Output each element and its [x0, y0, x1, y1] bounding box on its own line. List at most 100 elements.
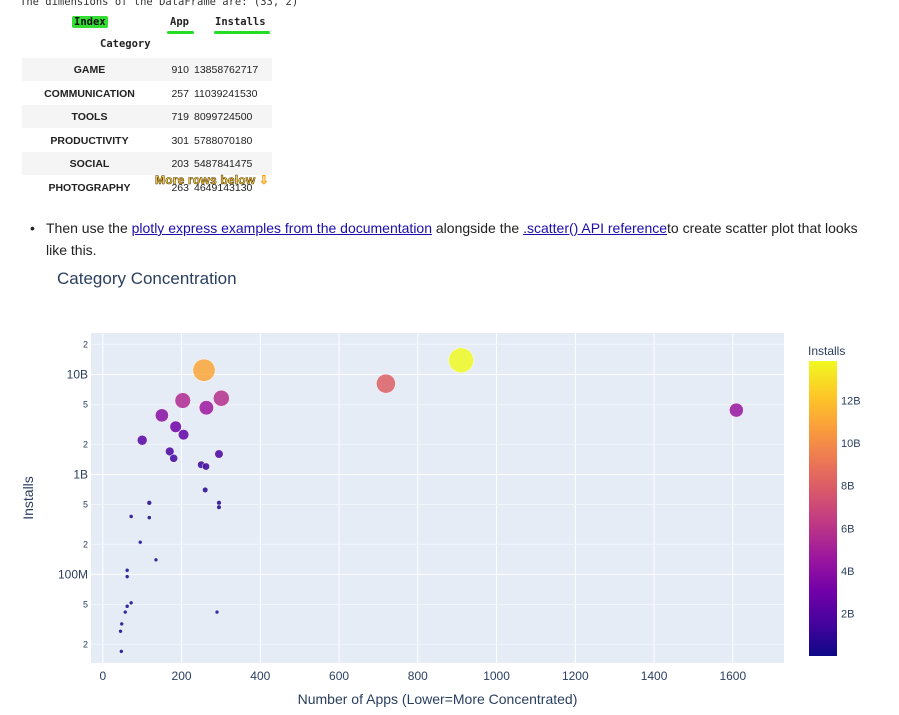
- row-installs: 11039241530: [194, 87, 258, 100]
- installs-underline: [214, 31, 270, 34]
- scatter-point[interactable]: [146, 500, 152, 506]
- x-axis-label: Number of Apps (Lower=More Concentrated): [298, 691, 578, 707]
- scatter-point[interactable]: [128, 600, 134, 606]
- chart-title: Category Concentration: [57, 269, 237, 288]
- row-app-count: 263: [171, 182, 189, 194]
- scatter-point[interactable]: [124, 574, 130, 579]
- scatter-point[interactable]: [729, 402, 744, 418]
- scatter-point[interactable]: [169, 454, 178, 463]
- x-tick-label: 400: [250, 669, 270, 683]
- row-installs: 13858762717: [194, 64, 259, 76]
- table-row: GAME 910 13858762717: [22, 58, 272, 81]
- scatter-point[interactable]: [202, 486, 209, 493]
- colorbar-tick-label: 8B: [841, 481, 854, 493]
- table-row: PHOTOGRAPHY 263 4649143130: [22, 176, 272, 199]
- row-app-count: 257: [171, 87, 189, 100]
- row-app-count: 203: [171, 158, 189, 171]
- table-header: Index App Installs: [22, 12, 272, 34]
- app-underline: [167, 31, 194, 34]
- row-app-count: 301: [171, 134, 189, 147]
- row-category: PHOTOGRAPHY: [48, 182, 131, 194]
- column-header-app: App: [170, 16, 189, 28]
- row-installs: 4649143130: [194, 182, 253, 194]
- scatter-point[interactable]: [216, 504, 222, 510]
- x-tick-label: 1000: [483, 669, 510, 683]
- row-category: GAME: [73, 64, 106, 76]
- scatter-point[interactable]: [124, 604, 130, 609]
- y-minor-tick-label: 2: [83, 639, 88, 649]
- index-highlight-label: Index: [72, 16, 108, 28]
- scatter-point[interactable]: [123, 609, 128, 615]
- scatter-point[interactable]: [174, 392, 191, 409]
- bullet-text-3: to create scatter plot that looks like t…: [46, 220, 858, 258]
- scatter-point[interactable]: [214, 449, 224, 459]
- y-major-tick-label: 100M: [58, 567, 88, 581]
- table-row: PRODUCTIVITY 301 5788070180: [22, 129, 272, 152]
- x-tick-label: 1200: [562, 669, 589, 683]
- scatter-chart[interactable]: 0 200 400 600 800 1000 1200 1400 1600 100M 1B 10B 2…: [0, 262, 899, 715]
- row-app-count: 910: [171, 64, 189, 76]
- y-minor-tick-label: 2: [83, 439, 88, 449]
- y-minor-tick-label: 5: [83, 400, 88, 410]
- x-tick-label: 1600: [719, 669, 746, 683]
- scatter-point[interactable]: [146, 515, 152, 520]
- y-major-tick-label: 1B: [73, 467, 88, 481]
- scatter-api-reference-link[interactable]: .scatter() API reference: [523, 220, 668, 236]
- scatter-point[interactable]: [177, 429, 190, 441]
- scatter-point[interactable]: [154, 408, 169, 423]
- scatter-point[interactable]: [118, 629, 123, 634]
- scatter-point[interactable]: [192, 358, 216, 382]
- scatter-point[interactable]: [165, 446, 175, 457]
- scatter-point[interactable]: [214, 609, 220, 615]
- scatter-point[interactable]: [448, 347, 474, 374]
- x-tick-label: 1400: [641, 669, 668, 683]
- instruction-bullet: • Then use the plotly express examples f…: [30, 217, 876, 261]
- scatter-point[interactable]: [124, 568, 130, 573]
- row-category: SOCIAL: [69, 158, 110, 171]
- row-installs: 8099724500: [194, 111, 253, 124]
- x-tick-label: 800: [408, 669, 428, 683]
- x-tick-label: 200: [172, 669, 192, 683]
- plotly-express-examples-link[interactable]: plotly express examples from the documen…: [131, 220, 432, 236]
- table-row: TOOLS 719 8099724500: [22, 105, 272, 129]
- row-category: PRODUCTIVITY: [50, 134, 129, 147]
- colorbar-tick-label: 12B: [841, 396, 861, 408]
- colorbar-title: Installs: [808, 344, 846, 358]
- bullet-text-1: Then use the: [46, 220, 132, 236]
- more-rows-annotation: More rows below ⇩: [155, 173, 270, 188]
- scatter-point[interactable]: [213, 389, 230, 407]
- row-category: COMMUNICATION: [44, 87, 135, 100]
- y-minor-tick-label: 5: [83, 500, 88, 510]
- x-tick-label: 600: [329, 669, 349, 683]
- colorbar-tick-label: 6B: [841, 523, 854, 535]
- down-arrow-icon: ⇩: [258, 173, 270, 187]
- table-row: SOCIAL 203 5487841475: [22, 152, 272, 176]
- row-category: TOOLS: [71, 111, 108, 124]
- x-tick-label: 0: [99, 669, 106, 683]
- scatter-point[interactable]: [376, 373, 396, 394]
- column-header-installs: Installs: [215, 16, 266, 28]
- dataframe-dimensions-text: The dimensions of the DataFrame are: (33…: [20, 0, 299, 8]
- scatter-point[interactable]: [136, 434, 148, 446]
- row-installs: 5788070180: [194, 134, 253, 147]
- row-app-count: 719: [171, 111, 189, 124]
- scatter-point[interactable]: [153, 557, 159, 563]
- bullet-text-2: alongside the: [432, 220, 524, 236]
- colorbar-tick-label: 2B: [841, 608, 854, 620]
- y-minor-tick-label: 2: [83, 339, 88, 349]
- index-name-category: Category: [100, 38, 151, 50]
- scatter-point[interactable]: [137, 539, 143, 545]
- more-rows-label: More rows below: [155, 173, 256, 188]
- scatter-point[interactable]: [119, 649, 124, 654]
- scatter-point[interactable]: [216, 500, 222, 506]
- scatter-point[interactable]: [128, 514, 134, 519]
- plot-area[interactable]: [91, 333, 784, 663]
- row-installs: 5487841475: [194, 158, 253, 171]
- scatter-point[interactable]: [198, 400, 214, 416]
- scatter-point[interactable]: [202, 462, 210, 471]
- y-minor-tick-label: 2: [83, 539, 88, 549]
- scatter-point[interactable]: [119, 621, 124, 627]
- y-minor-tick-label: 5: [83, 600, 88, 610]
- bullet-dot-icon: •: [30, 220, 35, 236]
- scatter-point[interactable]: [169, 420, 182, 433]
